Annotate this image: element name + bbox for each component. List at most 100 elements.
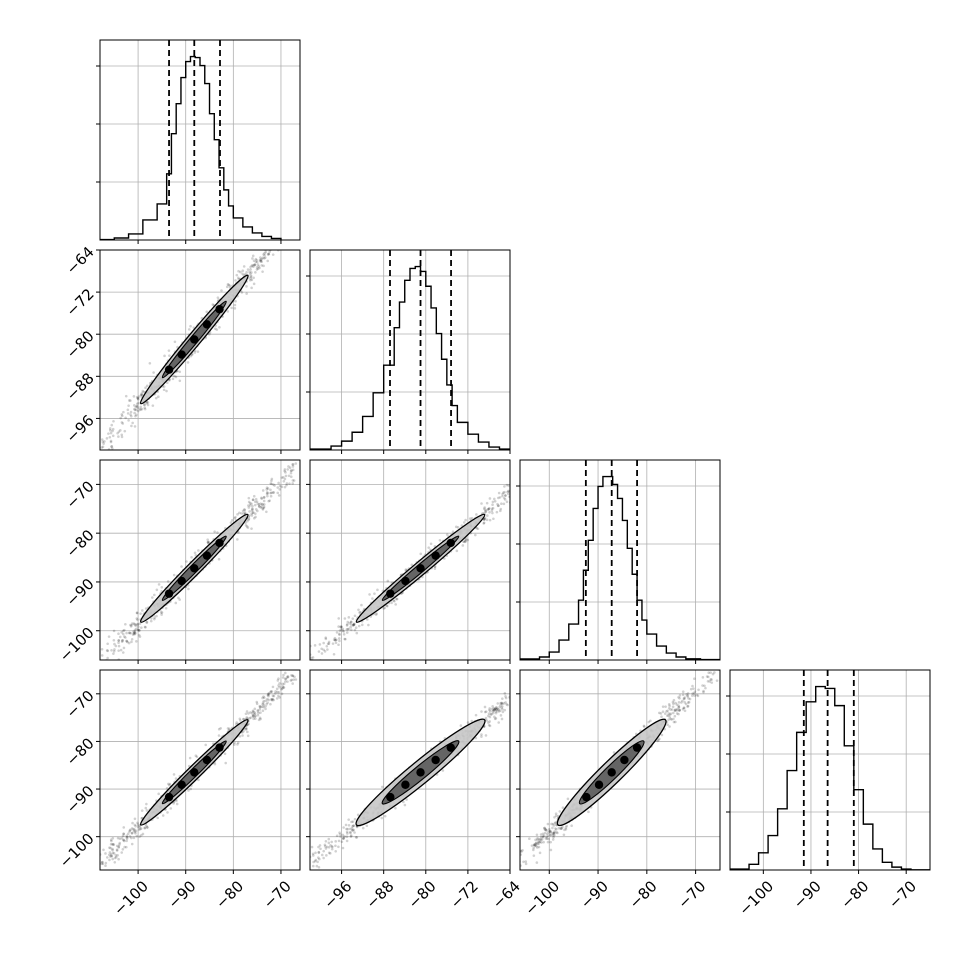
sample-point [320,853,324,857]
sample-point [316,860,319,864]
sample-point [283,485,287,489]
sample-point [84,676,87,679]
sample-point [169,807,173,810]
sample-point [171,377,175,381]
sample-point [226,310,230,313]
sample-point [580,621,583,624]
sample-point [69,890,72,893]
sample-point [710,681,714,684]
panel-frame [99,249,301,451]
sample-point [256,713,260,717]
sample-point [689,687,693,691]
sample-point [491,711,495,715]
sample-point [136,625,140,629]
sample-point [236,741,240,745]
sample-point [150,617,153,620]
sample-point [682,697,686,700]
panel-frame [729,669,931,871]
density-peak [202,551,212,560]
sample-point [312,654,315,657]
sample-point [267,252,270,256]
sample-point [686,701,690,704]
sample-point [151,596,154,599]
sample-point [342,632,346,636]
x-tick-label: −100 [110,877,152,919]
sample-point [110,664,113,667]
sample-point [310,656,313,660]
sample-point [270,479,273,483]
sample-point [289,471,293,475]
sample-point [292,678,296,681]
sample-point [145,384,149,388]
sample-point [143,403,146,407]
sample-point [371,597,374,600]
sample-point [257,711,260,715]
sample-point [166,381,169,385]
sample-point [100,860,104,864]
sample-point [143,407,147,411]
sample-point [516,499,519,502]
sample-point [545,832,549,836]
sample-point [94,449,97,452]
sample-point [545,463,548,466]
sample-point [105,437,109,440]
sample-point [394,806,397,810]
sample-point [337,617,341,620]
sample-point [248,272,252,275]
sample-point [493,717,497,721]
sample-point [100,862,104,866]
sample-point [488,715,492,719]
sample-point [270,491,273,495]
sample-point [307,655,310,658]
sample-point [351,828,354,832]
sample-point [307,863,310,866]
sample-point [300,858,303,861]
sample-point [242,717,245,721]
sample-point [544,464,547,467]
sample-point [294,462,298,465]
scatter-panel-2-1 [306,439,571,664]
sample-point [535,469,538,472]
sample-point [85,872,88,875]
sample-point [353,623,356,626]
sample-point [303,862,306,865]
sample-point [512,489,515,492]
scatter-panel-3-0 [69,654,315,895]
sample-point [250,509,254,512]
sample-point [356,813,360,817]
sample-point [262,506,266,510]
sample-point [735,641,738,644]
sample-point [251,511,255,515]
x-tick-label: −80 [626,877,661,912]
sample-point [311,854,315,857]
sample-point [269,690,273,693]
sample-point [568,439,571,442]
sample-point [242,729,245,733]
sample-point [678,708,682,712]
sample-point [116,853,119,857]
sample-point [264,705,267,708]
sample-point [284,680,287,683]
sample-point [488,497,492,500]
sample-point [490,712,493,716]
sample-point [311,864,315,868]
sample-point [304,870,307,873]
sample-point [270,477,274,481]
sample-point [706,675,710,679]
sample-point [687,700,691,704]
sample-point [228,284,232,287]
sample-point [271,685,275,689]
sample-point [249,716,253,719]
sample-point [520,849,523,853]
sample-point [485,719,489,722]
sample-point [281,687,284,690]
sample-point [540,841,543,844]
sample-point [372,129,375,132]
sample-point [83,892,86,895]
sample-point [129,415,133,418]
sample-point [296,208,299,211]
sample-point [522,479,525,482]
histogram-panel-2 [516,459,721,664]
sample-point [707,671,711,675]
sample-point [143,406,147,409]
